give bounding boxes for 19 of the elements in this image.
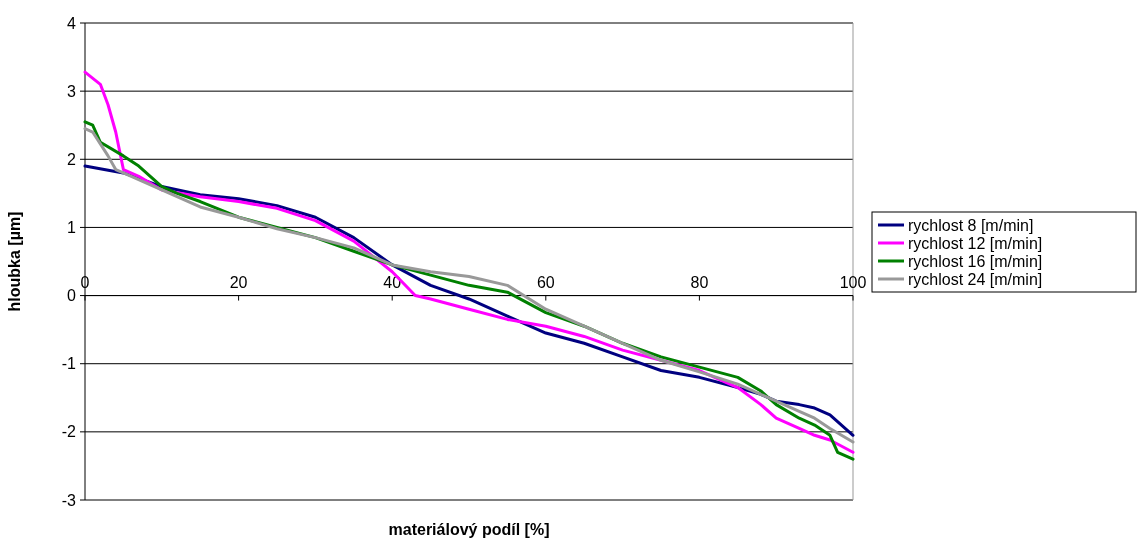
x-tick-label: 0	[80, 273, 90, 291]
x-tick-label: 60	[536, 273, 555, 291]
y-tick-label: -1	[61, 355, 77, 373]
y-tick-label: -2	[61, 423, 77, 441]
legend-label: rychlost 24 [m/min]	[908, 270, 1043, 288]
x-tick-label: 100	[839, 273, 867, 291]
y-tick-label: 0	[67, 287, 77, 305]
x-tick-label: 80	[690, 273, 709, 291]
legend-label: rychlost 16 [m/min]	[908, 252, 1043, 270]
y-tick-label: 3	[67, 82, 77, 100]
legend-label: rychlost 8 [m/min]	[908, 216, 1034, 234]
y-axis-title: hloubka [µm]	[6, 211, 23, 312]
y-tick-label: 2	[67, 150, 77, 168]
x-axis-title: materiálový podíl [%]	[388, 521, 550, 538]
y-tick-label: 4	[67, 14, 77, 32]
legend-label: rychlost 12 [m/min]	[908, 234, 1043, 252]
y-tick-label: -3	[61, 491, 77, 509]
x-tick-label: 20	[229, 273, 248, 291]
y-tick-label: 1	[67, 219, 77, 237]
